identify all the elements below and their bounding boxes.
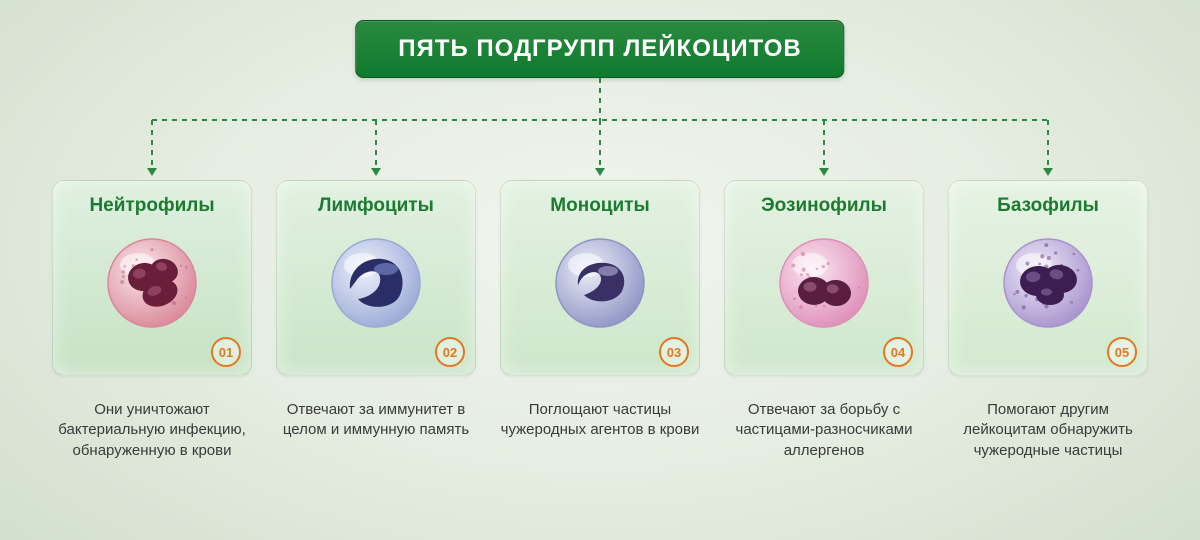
cell-number-badge: 04 <box>883 337 913 367</box>
title-banner: ПЯТЬ ПОДГРУПП ЛЕЙКОЦИТОВ <box>355 20 844 78</box>
cell-number-badge: 02 <box>435 337 465 367</box>
cell-card: Моноциты 03 <box>500 180 700 376</box>
cell-name: Моноциты <box>511 195 689 217</box>
cell-name: Лимфоциты <box>287 195 465 217</box>
cell-number-badge: 05 <box>1107 337 1137 367</box>
cell-name: Эозинофилы <box>735 195 913 217</box>
cell-card: Эозинофилы 04 <box>724 180 924 376</box>
cell-card: Лимфоциты 02 <box>276 180 476 376</box>
cell-name: Нейтрофилы <box>63 195 241 217</box>
cell-description: Поглощают частицы чужеродных агентов в к… <box>500 400 700 461</box>
cell-illustration <box>550 233 650 333</box>
descriptions-row: Они уничтожают бактериальную инфекцию, о… <box>0 400 1200 461</box>
cell-description: Они уничтожают бактериальную инфекцию, о… <box>52 400 252 461</box>
cell-illustration <box>998 233 1098 333</box>
cell-illustration <box>326 233 426 333</box>
cell-card: Базофилы 05 <box>948 180 1148 376</box>
cell-description: Помогают другим лейкоцитам обнаружить чу… <box>948 400 1148 461</box>
cards-row: Нейтрофилы 01 Лимфоциты 02 Моноциты 03 Эозиноф… <box>0 180 1200 376</box>
cell-card: Нейтрофилы 01 <box>52 180 252 376</box>
cell-illustration <box>774 233 874 333</box>
cell-number-badge: 01 <box>211 337 241 367</box>
cell-name: Базофилы <box>959 195 1137 217</box>
cell-illustration <box>102 233 202 333</box>
cell-description: Отвечают за иммунитет в целом и иммунную… <box>276 400 476 461</box>
title-text: ПЯТЬ ПОДГРУПП ЛЕЙКОЦИТОВ <box>398 35 801 62</box>
cell-description: Отвечают за борьбу с частицами-разносчик… <box>724 400 924 461</box>
cell-number-badge: 03 <box>659 337 689 367</box>
